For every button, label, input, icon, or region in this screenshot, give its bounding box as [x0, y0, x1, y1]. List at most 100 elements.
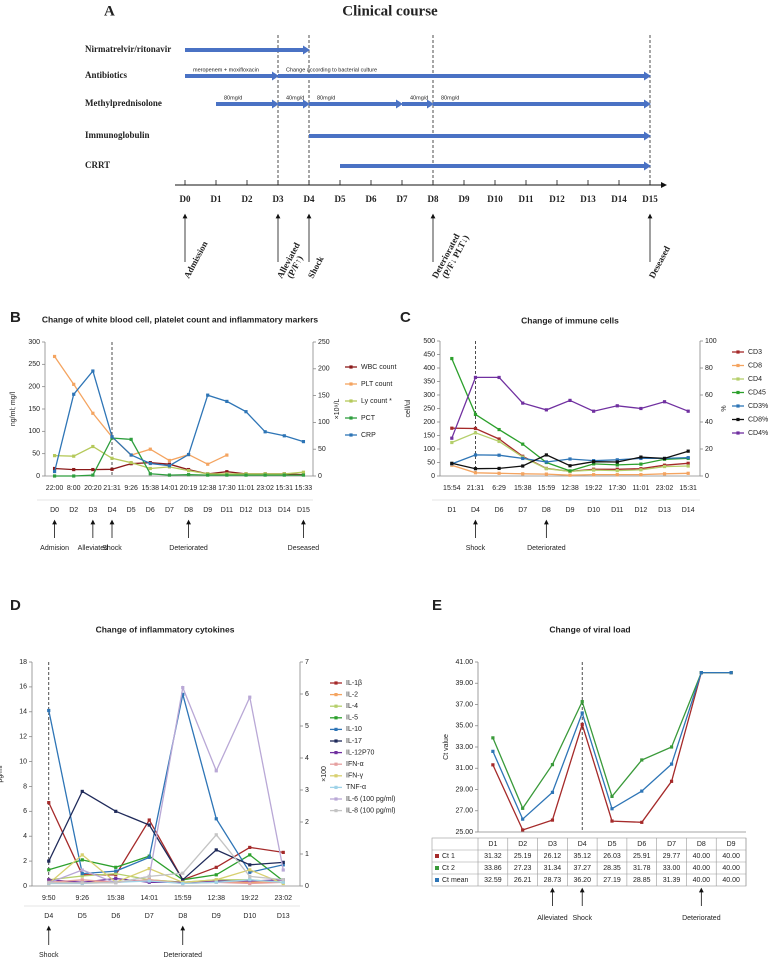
y-tick-label: 50	[32, 451, 40, 458]
data-point	[301, 473, 306, 477]
data-point	[147, 866, 151, 871]
treatment-arrowhead	[644, 71, 651, 81]
annotation-label: Shock	[102, 545, 122, 552]
treatment-name: Methylprednisolone	[85, 98, 162, 108]
data-point	[281, 880, 285, 884]
data-point	[91, 444, 95, 449]
legend-marker	[349, 399, 353, 403]
y-tick-label: 31.00	[455, 765, 473, 772]
data-point	[147, 818, 151, 822]
treatment-name: CRRT	[85, 160, 110, 170]
series-line	[48, 694, 284, 875]
x-tick-label: 12:38	[207, 895, 225, 902]
data-point	[80, 858, 84, 862]
x-tick-label: D9	[727, 841, 736, 848]
data-point	[263, 473, 267, 477]
annotation-label: Shock	[466, 545, 486, 552]
x-tick-label: 15:59	[174, 895, 192, 902]
data-point	[148, 461, 152, 466]
legend-marker	[334, 716, 338, 720]
treatment-note: 40mg/d	[286, 95, 304, 101]
table-value: 35.12	[573, 853, 591, 860]
day-label: D11	[518, 194, 534, 204]
series-line	[54, 437, 304, 477]
x-tick-label: D6	[637, 841, 646, 848]
x-tick-label: 15:54	[443, 485, 461, 492]
data-point	[248, 845, 252, 850]
data-point	[521, 806, 525, 810]
series-line	[492, 671, 732, 831]
chart-title: Change of immune cells	[521, 315, 619, 325]
data-point	[214, 817, 218, 821]
day-label: D8	[428, 194, 439, 204]
legend-label: PLT count	[361, 381, 392, 388]
y2-tick-label: 0	[705, 473, 709, 480]
table-value: 27.23	[514, 865, 532, 872]
y-tick-label: 39.00	[455, 680, 473, 687]
data-point	[110, 456, 114, 460]
y2-tick-label: 100	[318, 419, 330, 426]
table-value: 25.91	[633, 853, 651, 860]
data-point	[473, 431, 478, 435]
y-tick-label: 100	[28, 428, 40, 435]
data-point	[72, 467, 76, 472]
day-label: D5	[78, 913, 87, 920]
data-point	[686, 464, 690, 468]
y-tick-label: 500	[423, 338, 435, 345]
data-point	[497, 437, 501, 441]
data-point	[147, 855, 151, 859]
data-point	[129, 437, 133, 441]
y2-tick-label: 6	[305, 691, 309, 698]
data-point	[615, 458, 619, 462]
legend-marker	[435, 866, 439, 870]
data-point	[450, 440, 454, 445]
table-value: 26.12	[544, 853, 562, 860]
legend-marker	[435, 878, 439, 882]
x-tick-label: 15:38	[514, 485, 532, 492]
legend-label: IL-6 (100 pg/ml)	[346, 796, 395, 803]
table-value: 26.21	[514, 877, 532, 884]
x-tick-label: 9:50	[42, 895, 56, 902]
data-point	[114, 865, 118, 869]
data-point	[640, 758, 644, 762]
legend-label: IL-4	[346, 703, 358, 710]
y-axis-label: pg/ml	[0, 765, 4, 783]
day-label: D13	[259, 507, 272, 514]
y-tick-label: 12	[19, 734, 27, 741]
data-point	[281, 863, 285, 867]
day-label: D5	[335, 194, 346, 204]
x-tick-label: 11:01	[238, 485, 255, 492]
data-point	[167, 464, 172, 468]
y2-tick-label: 5	[305, 723, 309, 730]
data-point	[662, 456, 667, 461]
data-point	[52, 454, 57, 458]
y2-axis-label: ×10⁹/L	[334, 399, 341, 420]
treatment-note: 40mg/d	[410, 95, 428, 101]
legend-marker	[334, 727, 338, 731]
data-point	[615, 473, 619, 477]
series-line	[48, 833, 284, 884]
y2-tick-label: 250	[318, 339, 330, 346]
x-tick-label: 9:26	[124, 485, 138, 492]
legend-marker	[334, 762, 338, 766]
panel-letter: A	[104, 3, 115, 19]
data-point	[592, 473, 596, 477]
legend-marker	[736, 417, 740, 422]
data-point	[248, 695, 252, 699]
data-point	[72, 454, 76, 458]
data-point	[640, 820, 644, 824]
day-label: D11	[221, 507, 233, 514]
annotation-label: Deseased	[288, 545, 320, 552]
series-line	[48, 790, 284, 881]
legend-label: IFN-γ	[346, 773, 364, 780]
x-tick-label: D7	[667, 841, 676, 848]
legend-marker	[736, 377, 740, 381]
day-label: D4	[108, 507, 117, 514]
data-point	[521, 456, 525, 461]
x-tick-label: D5	[608, 841, 617, 848]
legend-marker	[736, 431, 740, 435]
data-point	[206, 462, 210, 466]
x-tick-label: 6:29	[492, 485, 506, 492]
treatment-name: Nirmatrelvir/ritonavir	[85, 44, 171, 54]
data-point	[129, 453, 133, 457]
